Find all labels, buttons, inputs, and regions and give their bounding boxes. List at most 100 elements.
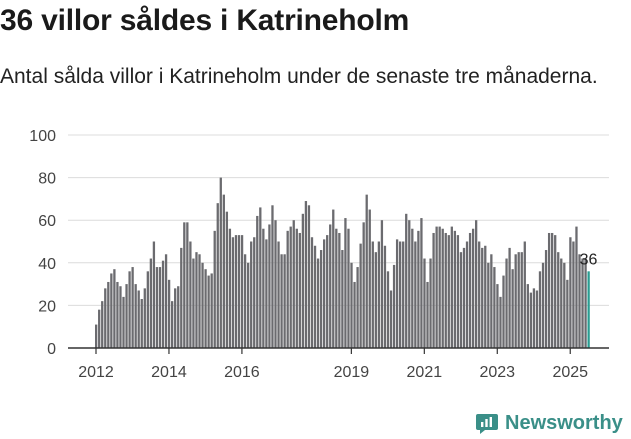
- bar: [177, 286, 180, 348]
- bar: [122, 296, 125, 348]
- y-tick-label: 0: [47, 341, 56, 358]
- bar: [319, 250, 323, 348]
- bar: [341, 250, 344, 348]
- bar: [289, 226, 292, 348]
- y-tick-label: 100: [29, 128, 56, 145]
- bar: [237, 235, 241, 348]
- bar: [453, 230, 457, 348]
- bar: [462, 247, 466, 348]
- bar: [247, 262, 250, 348]
- x-tick-label: 2025: [552, 364, 588, 381]
- bar: [383, 245, 387, 348]
- bar: [523, 241, 526, 348]
- bar: [508, 247, 511, 348]
- bar: [435, 226, 438, 348]
- bar: [362, 222, 365, 348]
- x-axis-ticks: 2012 2014 2016 2019 2021 2023 2025: [78, 348, 588, 381]
- bar: [128, 271, 131, 348]
- bar: [98, 309, 101, 348]
- bar: [231, 237, 235, 348]
- x-tick-label: 2023: [479, 364, 515, 381]
- bar: [414, 241, 417, 348]
- bar: [520, 252, 523, 348]
- bar: [107, 281, 110, 348]
- x-tick-label: 2014: [151, 364, 187, 381]
- bar: [493, 267, 496, 348]
- bar: [578, 254, 581, 348]
- bar: [405, 213, 408, 348]
- bar: [222, 194, 225, 348]
- bar: [210, 273, 213, 348]
- bar: [198, 254, 201, 348]
- bar: [584, 258, 587, 348]
- bar: [557, 252, 560, 348]
- bar: [316, 258, 320, 348]
- newsworthy-logo-icon: [476, 414, 498, 434]
- bar: [538, 271, 542, 348]
- bar: [499, 296, 502, 348]
- bar: [459, 252, 463, 348]
- bar: [481, 247, 484, 348]
- bar: [262, 228, 265, 348]
- bar: [359, 243, 362, 348]
- page-subtitle: Antal sålda villor i Katrineholm under d…: [0, 65, 598, 88]
- bar: [563, 262, 566, 348]
- x-tick-label: 2019: [334, 364, 370, 381]
- bar: [517, 252, 520, 348]
- bar: [395, 239, 399, 348]
- bar: [155, 267, 159, 348]
- bar: [234, 235, 238, 348]
- bar: [441, 228, 444, 348]
- bar: [259, 207, 262, 348]
- bar: [228, 228, 232, 348]
- bar: [186, 222, 189, 348]
- bar: [338, 232, 341, 348]
- bar: [484, 245, 487, 348]
- bar: [116, 281, 119, 348]
- bar: [167, 279, 171, 348]
- bar: [146, 271, 149, 348]
- bar: [475, 220, 478, 348]
- bar: [164, 254, 168, 348]
- bar: [265, 239, 268, 348]
- bar: [447, 235, 450, 348]
- y-tick-label: 40: [38, 256, 56, 273]
- bar: [541, 262, 545, 348]
- bar: [353, 281, 356, 348]
- bar: [201, 262, 204, 348]
- bar: [180, 247, 183, 348]
- bar: [283, 254, 286, 348]
- bar: [152, 241, 156, 348]
- last-value-label: 36: [580, 251, 598, 268]
- bar: [323, 239, 326, 348]
- bar: [356, 267, 359, 348]
- bar: [219, 177, 222, 348]
- bar: [365, 194, 368, 348]
- bar: [350, 262, 353, 348]
- bar: [277, 241, 280, 348]
- x-tick-label: 2016: [224, 364, 260, 381]
- bar: [134, 284, 137, 348]
- bar-highlight: [587, 271, 590, 348]
- y-axis-ticks: 0 20 40 60 80 100: [29, 128, 56, 358]
- bar: [511, 269, 514, 348]
- bar: [158, 267, 162, 348]
- bar: [471, 228, 475, 348]
- newsworthy-logo: Newsworthy: [475, 408, 623, 438]
- bar: [307, 205, 311, 348]
- bar: [399, 241, 402, 348]
- bar: [444, 232, 447, 348]
- bar: [110, 273, 113, 348]
- bar: [329, 224, 332, 348]
- bar: [286, 230, 289, 348]
- bar: [119, 286, 122, 348]
- bar: [374, 252, 377, 348]
- bar: [478, 241, 481, 348]
- bar: [295, 228, 298, 348]
- bar: [298, 232, 301, 348]
- bar: [450, 226, 453, 348]
- page-title: 36 villor såldes i Katrineholm: [0, 4, 410, 37]
- bar: [377, 241, 381, 348]
- bar: [280, 254, 283, 348]
- bar: [161, 260, 165, 348]
